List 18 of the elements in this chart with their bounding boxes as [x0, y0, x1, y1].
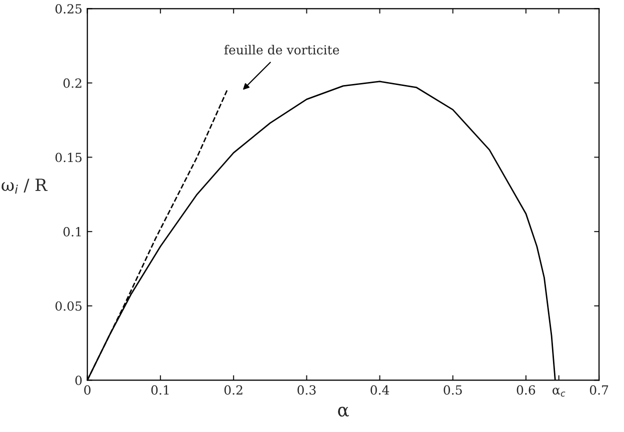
y-tick-label: 0.15: [55, 152, 82, 162]
y-axis-title: ω$_{i}$ / R: [2, 178, 48, 194]
y-tick-label: 0.2: [63, 78, 82, 88]
x-axis-title: α: [338, 406, 349, 417]
x-tick-label: 0.3: [298, 385, 316, 395]
y-tick-label: 0.1: [63, 227, 81, 236]
y-tick-label: 0.05: [55, 301, 82, 311]
x-tick-label: 0.6: [516, 385, 536, 395]
y-tick-label: 0.25: [55, 4, 82, 14]
x-tick-label: 0.4: [370, 385, 390, 395]
x-tick-label: 0.1: [151, 385, 169, 395]
x-tick-label: 0.2: [224, 385, 242, 395]
annotation: feuille de vorticite: [224, 44, 340, 55]
x-tick-label: 0.5: [444, 385, 462, 395]
y-tick-label: 0: [75, 376, 82, 386]
x-tick-label: 0: [84, 385, 91, 395]
x-tick-label: α$_{c}$: [552, 388, 566, 397]
x-tick-label: 0.7: [590, 385, 608, 395]
